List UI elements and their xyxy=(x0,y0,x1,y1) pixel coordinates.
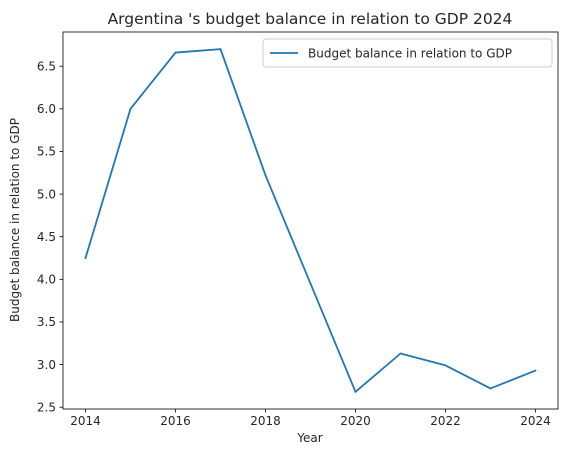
y-tick-label: 6.0 xyxy=(37,102,56,116)
y-tick-label: 4.5 xyxy=(37,230,56,244)
x-axis: 2014 2016 2018 2020 2022 2024 xyxy=(70,409,551,428)
x-tick-label: 2020 xyxy=(340,414,371,428)
x-tick-label: 2018 xyxy=(250,414,281,428)
legend: Budget balance in relation to GDP xyxy=(262,38,553,68)
data-point xyxy=(354,390,357,393)
data-point xyxy=(174,51,177,54)
data-point xyxy=(534,369,537,372)
y-tick-label: 6.5 xyxy=(37,59,56,73)
x-tick-label: 2016 xyxy=(160,414,191,428)
data-point xyxy=(264,174,267,177)
data-point xyxy=(129,107,132,110)
data-point xyxy=(399,352,402,355)
y-axis: 2.5 3.0 3.5 4.0 4.5 5.0 5.5 6.0 6.5 xyxy=(37,59,63,414)
x-tick-label: 2014 xyxy=(70,414,101,428)
data-point xyxy=(309,282,312,285)
y-tick-label: 3.5 xyxy=(37,315,56,329)
data-point xyxy=(489,387,492,390)
data-point xyxy=(84,257,87,259)
plot-area: 2014 2016 2018 2020 2022 2024 2.5 3.0 3.5 4.0 4.5… xyxy=(37,31,559,428)
legend-box xyxy=(262,38,553,68)
x-tick-label: 2022 xyxy=(430,414,461,428)
series-layer xyxy=(84,48,537,393)
y-tick-label: 5.5 xyxy=(37,145,56,159)
y-tick-label: 2.5 xyxy=(37,400,56,414)
series-line xyxy=(84,48,537,393)
legend-label: Budget balance in relation to GDP xyxy=(308,47,512,61)
y-tick-label: 3.0 xyxy=(37,358,56,372)
chart-title: Argentina 's budget balance in relation … xyxy=(108,10,513,28)
plot-frame xyxy=(62,31,559,410)
y-tick-label: 5.0 xyxy=(37,187,56,201)
y-axis-title: Budget balance in relation to GDP xyxy=(8,118,22,322)
x-tick-label: 2024 xyxy=(520,414,551,428)
x-axis-title: Year xyxy=(296,431,322,445)
data-point xyxy=(444,364,447,367)
data-point xyxy=(219,48,222,51)
y-tick-label: 4.0 xyxy=(37,273,56,287)
